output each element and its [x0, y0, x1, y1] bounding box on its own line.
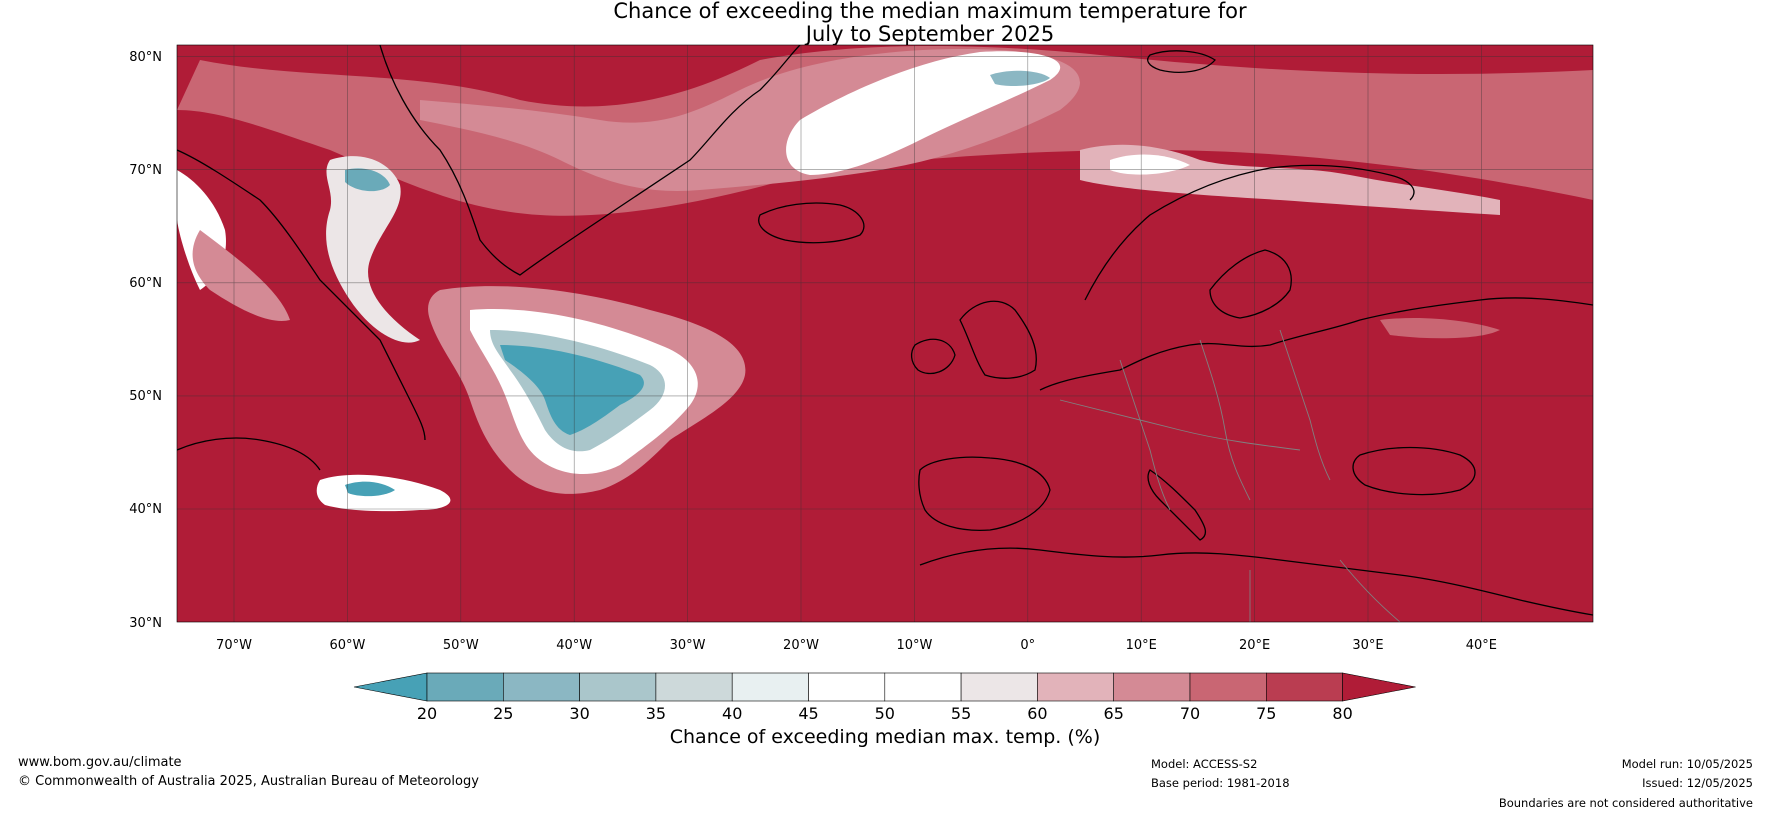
lat-label: 30°N — [129, 616, 162, 631]
colorbar-tick-label: 25 — [493, 704, 513, 723]
lat-label: 40°N — [129, 502, 162, 517]
colorbar-tick-label: 30 — [569, 704, 589, 723]
colorbar-extend-low — [353, 672, 428, 702]
lat-label: 50°N — [129, 389, 162, 404]
border-5 — [1339, 559, 1401, 622]
norway-coast — [1084, 164, 1415, 301]
graticule — [177, 45, 1593, 622]
colorbar-tick-label: 75 — [1256, 704, 1276, 723]
colorbar-tick-label: 20 — [417, 704, 437, 723]
lon-label: 40°W — [556, 638, 592, 653]
patch-baffin-teal — [345, 168, 390, 192]
colorbar-segment — [1037, 672, 1115, 702]
lon-label: 10°W — [896, 638, 932, 653]
lon-label: 20°W — [783, 638, 819, 653]
colorbar-segment — [1113, 672, 1191, 702]
colorbar-tick-label: 60 — [1027, 704, 1047, 723]
newfoundland-coast — [177, 437, 321, 471]
colorbar-tick-label: 70 — [1180, 704, 1200, 723]
map-title: Chance of exceeding the median maximum t… — [0, 0, 1770, 46]
lon-label: 70°W — [216, 638, 252, 653]
coastlines — [177, 45, 1593, 616]
colorbar-segment — [808, 672, 886, 702]
colorbar-segment — [1189, 672, 1267, 702]
colorbar-segment — [731, 672, 809, 702]
base-period-text: Base period: 1981-2018 — [1151, 776, 1290, 790]
patch-atlantic-20 — [500, 345, 644, 435]
colorbar-extend-high — [1342, 672, 1416, 702]
border-4 — [1279, 329, 1331, 481]
colorbar-segment — [960, 672, 1038, 702]
svalbard-coast — [1147, 50, 1216, 73]
patch-baffin-white — [326, 156, 420, 343]
title-line-2: July to September 2025 — [805, 22, 1055, 46]
europe-coast — [1039, 297, 1593, 391]
map-frame — [176, 44, 1594, 623]
lat-label: 60°N — [129, 276, 162, 291]
issued-text: Issued: 12/05/2025 — [1642, 776, 1753, 790]
website-link[interactable]: www.bom.gov.au/climate — [18, 755, 182, 770]
colorbar-segment — [884, 672, 962, 702]
model-text: Model: ACCESS-S2 — [1151, 757, 1258, 771]
border-3 — [1199, 339, 1251, 501]
baltic-coast — [1209, 249, 1292, 319]
patch-barents-light — [1080, 144, 1500, 215]
lon-label: 30°W — [670, 638, 706, 653]
patch-svalbard-teal — [990, 70, 1050, 86]
patch-fram-white — [786, 51, 1061, 175]
border-1 — [1059, 399, 1301, 451]
colorbar-segment — [1266, 672, 1343, 702]
copyright-text: © Commonwealth of Australia 2025, Austra… — [18, 774, 479, 789]
baffin-coast — [177, 149, 426, 441]
colorbar — [353, 672, 1416, 702]
colorbar-tick-label: 45 — [798, 704, 818, 723]
colorbar-segment — [579, 672, 657, 702]
lon-label: 40°E — [1466, 638, 1497, 653]
iceland-coast — [758, 202, 865, 244]
iberia-coast — [918, 456, 1051, 531]
colorbar-segment — [655, 672, 733, 702]
colorbar-ticks: 20 25 30 35 40 45 50 55 60 65 70 75 80 — [417, 704, 1353, 723]
patch-labrador-sea — [192, 230, 290, 321]
africa-coast — [919, 547, 1593, 616]
lon-label: 0° — [1020, 638, 1035, 653]
colorbar-tick-label: 65 — [1104, 704, 1124, 723]
colorbar-segment — [426, 672, 504, 702]
colorbar-tick-label: 35 — [646, 704, 666, 723]
patch-east-scandinavia — [1380, 318, 1500, 339]
italy-coast — [1147, 469, 1207, 541]
lat-label: 80°N — [129, 50, 162, 65]
colorbar-tick-label: 40 — [722, 704, 742, 723]
britain-coast — [959, 300, 1037, 379]
lat-label: 70°N — [129, 163, 162, 178]
border-2 — [1119, 359, 1171, 511]
lon-label: 10°E — [1126, 638, 1157, 653]
longitude-labels: 70°W 60°W 50°W 40°W 30°W 20°W 10°W 0° 10… — [216, 638, 1497, 653]
patch-newfoundland-teal — [345, 481, 395, 497]
disclaimer-text: Boundaries are not considered authoritat… — [1498, 796, 1753, 810]
lon-label: 50°W — [443, 638, 479, 653]
country-borders — [1059, 329, 1401, 622]
colorbar-segment — [502, 672, 580, 702]
model-run-text: Model run: 10/05/2025 — [1621, 757, 1753, 771]
title-line-1: Chance of exceeding the median maximum t… — [613, 0, 1247, 23]
colorbar-tick-label: 50 — [875, 704, 895, 723]
latitude-labels: 80°N 70°N 60°N 50°N 40°N 30°N — [129, 50, 162, 631]
greenland-coast — [379, 45, 801, 276]
lon-label: 20°E — [1239, 638, 1270, 653]
black-sea-coast — [1352, 446, 1476, 496]
ireland-coast — [910, 338, 956, 375]
probability-patches — [177, 45, 1593, 512]
colorbar-tick-label: 80 — [1332, 704, 1352, 723]
lon-label: 30°E — [1352, 638, 1383, 653]
colorbar-label: Chance of exceeding median max. temp. (%… — [669, 726, 1101, 748]
lon-label: 60°W — [329, 638, 365, 653]
colorbar-tick-label: 55 — [951, 704, 971, 723]
